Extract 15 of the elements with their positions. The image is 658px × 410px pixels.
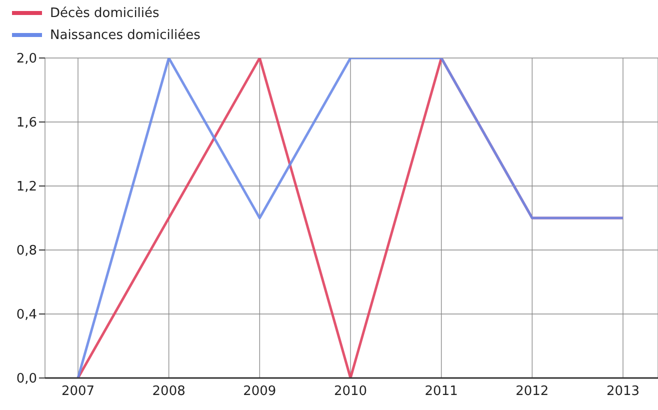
y-tick-label: 0,8: [16, 244, 37, 259]
y-tick-label: 2,0: [16, 52, 37, 67]
y-tick-label: 0,0: [16, 372, 37, 387]
legend-label: Décès domiciliés: [50, 6, 160, 20]
y-tick-label: 1,2: [16, 180, 37, 195]
x-tick-label: 2013: [606, 384, 640, 400]
x-tick-label: 2011: [424, 384, 458, 400]
y-tick-label: 0,4: [16, 308, 37, 323]
x-tick-label: 2009: [243, 384, 276, 400]
legend-label: Naissances domiciliées: [50, 28, 200, 42]
y-tick-label: 1,6: [16, 116, 37, 131]
x-tick-label: 2008: [152, 384, 186, 400]
x-tick-label: 2010: [334, 384, 368, 400]
x-tick-label: 2012: [516, 384, 549, 400]
x-tick-label: 2007: [61, 384, 95, 400]
